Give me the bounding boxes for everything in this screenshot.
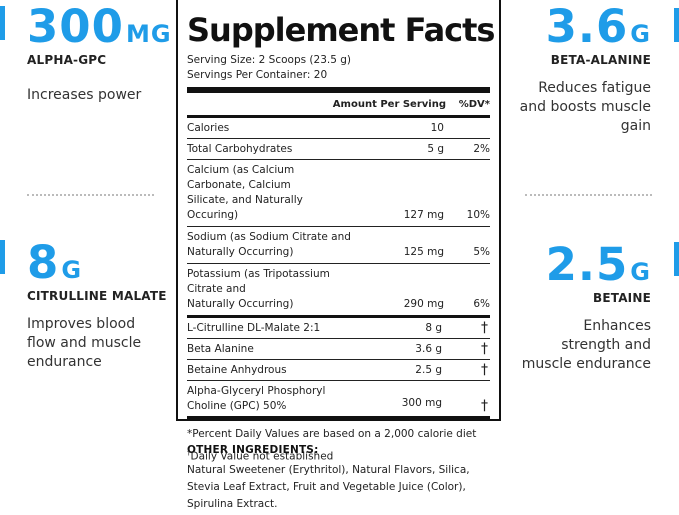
table-row: Sodium (as Sodium Citrate and Naturally O…: [187, 227, 490, 264]
header-dv: %DV*: [458, 98, 490, 110]
other-ingredients: OTHER INGREDIENTS: Natural Sweetener (Er…: [187, 444, 507, 513]
table-row: Alpha-Glyceryl Phosphoryl Choline (GPC) 5…: [187, 381, 490, 419]
thick-rule: [187, 87, 490, 93]
header-amount: Amount Per Serving: [332, 98, 446, 110]
other-ingredients-title: OTHER INGREDIENTS:: [187, 444, 319, 456]
table-row: Potassium (as Tripotassium Citrate and Na…: [187, 264, 490, 318]
stat-betaine: 2.5G BETAINE Enhances strength and muscl…: [491, 242, 651, 374]
table-row: L-Citrulline DL-Malate 2:1 8 g †: [187, 318, 490, 339]
dagger-mark: †: [481, 361, 488, 378]
stat-label: BETAINE: [593, 291, 651, 305]
divider-right: [525, 194, 652, 196]
table-row: Calories 10: [187, 118, 490, 139]
stat-description: Increases power: [27, 87, 142, 103]
footnotes: *Percent Daily Values are based on a 2,0…: [187, 425, 490, 467]
other-ingredients-text: Natural Sweetener (Erythritol), Natural …: [187, 464, 470, 510]
stat-label: CITRULLINE MALATE: [27, 289, 167, 303]
accent-bar-right-bottom: [674, 242, 679, 276]
servings-per-container: Servings Per Container: 20: [187, 69, 328, 81]
supplement-facts-title: Supplement Facts: [187, 11, 495, 49]
stat-label: ALPHA-GPC: [27, 53, 107, 67]
footnote-dv: *Percent Daily Values are based on a 2,0…: [187, 428, 477, 440]
dagger-mark: †: [481, 319, 488, 336]
dagger-mark: †: [481, 398, 488, 414]
accent-bar-left-top: [0, 6, 5, 40]
table-row: Calcium (as Calcium Carbonate, Calcium Si…: [187, 160, 490, 227]
footnote-dagger: †Daily Value not established: [187, 449, 334, 463]
table-row: Total Carbohydrates 5 g 2%: [187, 139, 490, 160]
stat-description: Improves blood flow and muscle endurance: [27, 316, 142, 370]
dagger-mark: †: [481, 340, 488, 357]
table-row: Betaine Anhydrous 2.5 g †: [187, 360, 490, 381]
stat-beta-alanine: 3.6G BETA-ALANINE Reduces fatigue and bo…: [491, 4, 651, 136]
serving-size: Serving Size: 2 Scoops (23.5 g): [187, 54, 352, 66]
divider-left: [27, 194, 154, 196]
stat-value: 3.6G: [545, 0, 651, 53]
stat-description: Enhances strength and muscle endurance: [521, 318, 651, 372]
stat-alpha-gpc: 300MG ALPHA-GPC Increases power: [27, 4, 177, 105]
stat-value: 2.5G: [545, 238, 651, 291]
stat-description: Reduces fatigue and boosts muscle gain: [519, 80, 651, 134]
accent-bar-left-bottom: [0, 240, 5, 274]
stat-label: BETA-ALANINE: [550, 53, 651, 67]
accent-bar-right-top: [674, 8, 679, 42]
facts-header-row: Amount Per Serving %DV*: [187, 93, 490, 118]
stat-citrulline-malate: 8G CITRULLINE MALATE Improves blood flow…: [27, 240, 177, 372]
stat-value: 300MG: [27, 0, 172, 53]
stat-value: 8G: [27, 236, 83, 289]
supplement-facts-panel: Supplement Facts Serving Size: 2 Scoops …: [176, 0, 501, 463]
table-row: Beta Alanine 3.6 g †: [187, 339, 490, 360]
